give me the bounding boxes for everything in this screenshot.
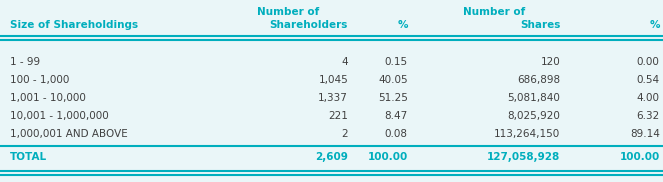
Text: 8,025,920: 8,025,920 (507, 111, 560, 121)
Text: 1,045: 1,045 (318, 75, 348, 85)
Text: 120: 120 (540, 57, 560, 67)
Text: 686,898: 686,898 (517, 75, 560, 85)
Text: 40.05: 40.05 (378, 75, 408, 85)
Text: 4.00: 4.00 (636, 93, 660, 103)
Text: Shares: Shares (520, 20, 560, 30)
Text: Size of Shareholdings: Size of Shareholdings (10, 20, 138, 30)
Text: 6.32: 6.32 (636, 111, 660, 121)
Text: 10,001 - 1,000,000: 10,001 - 1,000,000 (10, 111, 109, 121)
Text: Number of: Number of (463, 7, 525, 17)
Text: 100 - 1,000: 100 - 1,000 (10, 75, 70, 85)
Text: 2,609: 2,609 (315, 152, 348, 162)
Text: Number of: Number of (257, 7, 320, 17)
Text: 100.00: 100.00 (367, 152, 408, 162)
Text: 127,058,928: 127,058,928 (487, 152, 560, 162)
Text: 5,081,840: 5,081,840 (507, 93, 560, 103)
Text: 1,000,001 AND ABOVE: 1,000,001 AND ABOVE (10, 129, 128, 139)
Text: 113,264,150: 113,264,150 (494, 129, 560, 139)
Text: 0.08: 0.08 (385, 129, 408, 139)
Text: 100.00: 100.00 (619, 152, 660, 162)
Text: 1 - 99: 1 - 99 (10, 57, 40, 67)
Text: 8.47: 8.47 (385, 111, 408, 121)
Text: 0.15: 0.15 (385, 57, 408, 67)
Text: %: % (649, 20, 660, 30)
Text: 2: 2 (341, 129, 348, 139)
Text: 221: 221 (328, 111, 348, 121)
Text: %: % (397, 20, 408, 30)
Text: TOTAL: TOTAL (10, 152, 47, 162)
Text: 1,337: 1,337 (318, 93, 348, 103)
Text: 0.54: 0.54 (636, 75, 660, 85)
Text: 1,001 - 10,000: 1,001 - 10,000 (10, 93, 86, 103)
Text: Shareholders: Shareholders (270, 20, 348, 30)
Text: 51.25: 51.25 (378, 93, 408, 103)
Text: 4: 4 (341, 57, 348, 67)
Text: 0.00: 0.00 (636, 57, 660, 67)
Text: 89.14: 89.14 (630, 129, 660, 139)
